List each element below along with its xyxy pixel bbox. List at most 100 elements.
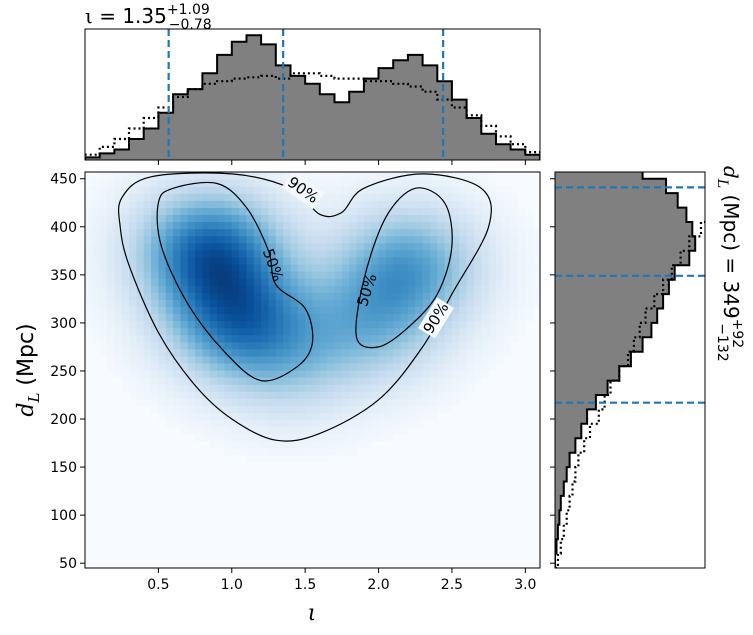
- heatmap-cell: [349, 292, 358, 300]
- heatmap-cell: [407, 327, 416, 336]
- heatmap-cell: [334, 186, 343, 194]
- heatmap-cell: [385, 271, 394, 279]
- heatmap-cell: [415, 207, 424, 216]
- heatmap-cell: [121, 179, 130, 187]
- heatmap-cell: [473, 249, 482, 258]
- heatmap-cell: [173, 249, 181, 258]
- heatmap-cell: [195, 377, 204, 385]
- heatmap-cell: [158, 179, 167, 187]
- heatmap-cell: [422, 334, 431, 343]
- heatmap-cell: [224, 433, 233, 442]
- heatmap-cell: [444, 320, 453, 329]
- heatmap-cell: [356, 313, 365, 322]
- heatmap-cell: [217, 391, 226, 399]
- heatmap-cell: [253, 320, 262, 329]
- heatmap-cell: [143, 285, 152, 293]
- heatmap-cell: [165, 249, 174, 258]
- heatmap-cell: [349, 327, 358, 336]
- heatmap-cell: [290, 320, 299, 329]
- heatmap-cell: [437, 292, 446, 300]
- heatmap-cell: [466, 221, 475, 230]
- heatmap-cell: [466, 242, 475, 251]
- heatmap-cell: [305, 263, 314, 272]
- heatmap-cell: [202, 320, 211, 329]
- heatmap-cell: [99, 235, 108, 244]
- heatmap-cell: [268, 299, 277, 307]
- heatmap-cell: [92, 186, 101, 194]
- heatmap-cell: [275, 384, 284, 392]
- heatmap-cell: [85, 306, 93, 315]
- heatmap-cell: [143, 193, 152, 201]
- heatmap-cell: [151, 320, 159, 329]
- heatmap-cell: [473, 348, 482, 357]
- heatmap-cell: [466, 249, 475, 258]
- heatmap-cell: [275, 341, 284, 350]
- heatmap-cell: [290, 412, 299, 421]
- heatmap-cell: [334, 207, 343, 216]
- heatmap-cell: [349, 228, 358, 237]
- heatmap-cell: [393, 299, 402, 307]
- heatmap-cell: [290, 228, 299, 237]
- heatmap-cell: [136, 348, 145, 357]
- heatmap-cell: [283, 433, 292, 442]
- heatmap-cell: [481, 179, 490, 187]
- y-tick-label: 250: [50, 364, 77, 380]
- heatmap-cell: [217, 377, 226, 385]
- heatmap-cell: [327, 249, 336, 258]
- heatmap-cell: [305, 242, 314, 251]
- heatmap-cell: [400, 249, 409, 258]
- heatmap-cell: [158, 228, 167, 237]
- heatmap-cell: [393, 271, 402, 279]
- heatmap-cell: [415, 341, 424, 350]
- heatmap-cell: [319, 306, 328, 315]
- heatmap-cell: [283, 214, 292, 223]
- heatmap-cell: [400, 412, 409, 421]
- heatmap-cell: [209, 327, 218, 336]
- heatmap-cell: [239, 405, 248, 414]
- heatmap-cell: [407, 334, 416, 343]
- heatmap-cell: [231, 278, 240, 286]
- heatmap-cell: [217, 334, 226, 343]
- heatmap-cell: [283, 377, 292, 385]
- heatmap-cell: [224, 235, 233, 244]
- heatmap-cell: [481, 370, 490, 378]
- heatmap-cell: [297, 263, 306, 272]
- heatmap-cell: [349, 306, 358, 315]
- heatmap-cell: [129, 221, 137, 230]
- heatmap-cell: [510, 278, 519, 286]
- heatmap-cell: [444, 398, 453, 406]
- heatmap-cell: [305, 299, 314, 307]
- heatmap-cell: [429, 412, 438, 421]
- heatmap-cell: [363, 256, 372, 265]
- heatmap-cell: [481, 292, 490, 300]
- heatmap-cell: [473, 292, 482, 300]
- heatmap-cell: [99, 263, 108, 272]
- heatmap-cell: [195, 391, 204, 399]
- heatmap-cell: [503, 186, 512, 194]
- heatmap-cell: [517, 299, 526, 307]
- heatmap-cell: [187, 370, 196, 378]
- heatmap-cell: [224, 228, 233, 237]
- heatmap-cell: [415, 193, 424, 201]
- heatmap-cell: [393, 292, 402, 300]
- heatmap-cell: [165, 285, 174, 293]
- heatmap-cell: [393, 391, 402, 399]
- heatmap-cell: [371, 362, 380, 371]
- heatmap-cell: [268, 186, 277, 194]
- heatmap-cell: [283, 263, 292, 272]
- heatmap-cell: [510, 327, 519, 336]
- heatmap-cell: [158, 412, 167, 421]
- heatmap-cell: [165, 362, 174, 371]
- heatmap-cell: [356, 377, 365, 385]
- heatmap-cell: [107, 306, 115, 315]
- heatmap-cell: [305, 235, 314, 244]
- x-axis-label: ι: [308, 601, 317, 626]
- heatmap-cell: [517, 306, 526, 315]
- heatmap-cell: [202, 221, 211, 230]
- heatmap-cell: [180, 370, 189, 378]
- heatmap-cell: [495, 242, 504, 251]
- heatmap-cell: [495, 320, 504, 329]
- heatmap-cell: [371, 242, 380, 251]
- heatmap-cell: [121, 200, 130, 208]
- heatmap-cell: [371, 263, 380, 272]
